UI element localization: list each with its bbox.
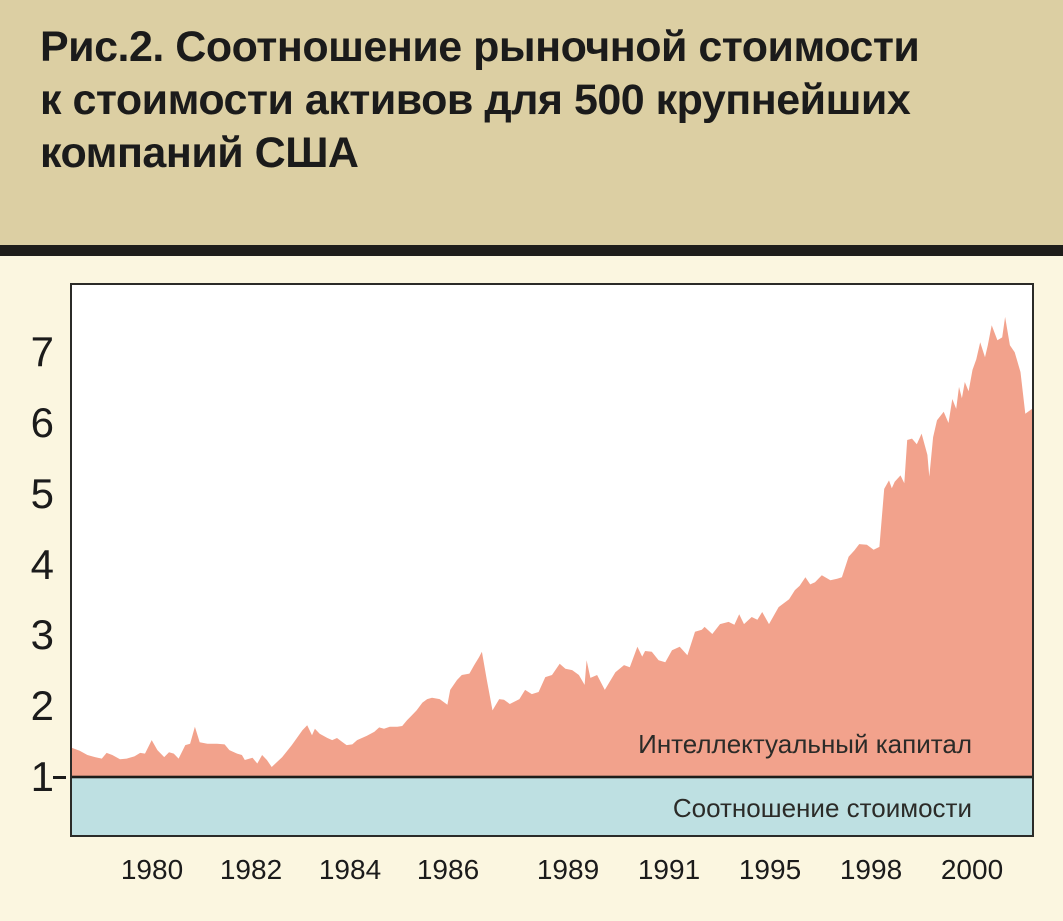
x-tick-label: 1986 (416, 854, 480, 885)
x-tick-label: 1980 (120, 854, 184, 885)
y-tick-label: 4 (30, 541, 54, 588)
y-tick-label: 1 (30, 753, 54, 800)
figure-header: Рис.2. Соотношение рыночной стоимости к … (0, 0, 1063, 245)
y-tick-label: 7 (30, 328, 54, 375)
y-axis-tick-mark (53, 776, 66, 779)
x-axis: 1980 1982 1984 1986 1989 1991 1995 1998 2000 (70, 854, 1030, 890)
area-chart-svg (72, 316, 1032, 835)
baseline-one (72, 775, 1032, 779)
x-tick-label: 1989 (536, 854, 600, 885)
x-tick-label: 2000 (940, 854, 1004, 885)
y-tick-label: 3 (30, 611, 54, 658)
chart-region: 1 2 3 4 5 6 7 Интеллектуальный капитал Соотнош… (0, 256, 1063, 921)
figure-title: Рис.2. Соотношение рыночной стоимости к … (40, 21, 1040, 180)
x-tick-label: 1995 (738, 854, 802, 885)
x-tick-label: 1982 (219, 854, 283, 885)
x-tick-label: 1984 (318, 854, 382, 885)
intellectual-capital-area (72, 316, 1032, 777)
y-tick-label: 2 (30, 682, 54, 729)
label-value-ratio: Соотношение стоимости (672, 793, 972, 823)
figure-title-line2: к стоимости активов для 500 крупнейших (40, 76, 911, 124)
y-axis: 1 2 3 4 5 6 7 (0, 285, 66, 835)
y-tick-label: 5 (30, 470, 54, 517)
value-ratio-band (72, 777, 1032, 835)
figure-title-line3: компаний США (40, 129, 359, 177)
header-divider-bar (0, 245, 1063, 256)
figure-title-line1: Рис.2. Соотношение рыночной стоимости (40, 23, 920, 71)
y-tick-label: 6 (30, 399, 54, 446)
x-tick-label: 1991 (637, 854, 701, 885)
plot-area: Интеллектуальный капитал Соотношение сто… (70, 283, 1034, 837)
label-intellectual-capital: Интеллектуальный капитал (638, 729, 972, 759)
x-tick-label: 1998 (839, 854, 903, 885)
